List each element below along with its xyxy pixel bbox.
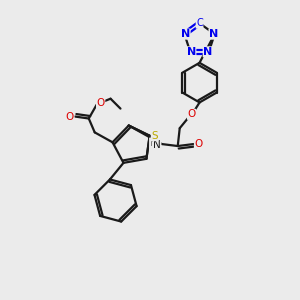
Text: N: N <box>203 47 212 57</box>
Text: C: C <box>196 18 203 28</box>
Text: S: S <box>151 131 158 141</box>
Text: H: H <box>150 138 157 148</box>
Text: O: O <box>66 112 74 122</box>
Text: N: N <box>187 47 196 57</box>
Text: N: N <box>181 29 190 39</box>
Text: O: O <box>194 139 203 149</box>
Text: N: N <box>153 140 161 150</box>
Text: O: O <box>188 109 196 119</box>
Text: N: N <box>209 29 218 39</box>
Text: O: O <box>97 98 105 108</box>
